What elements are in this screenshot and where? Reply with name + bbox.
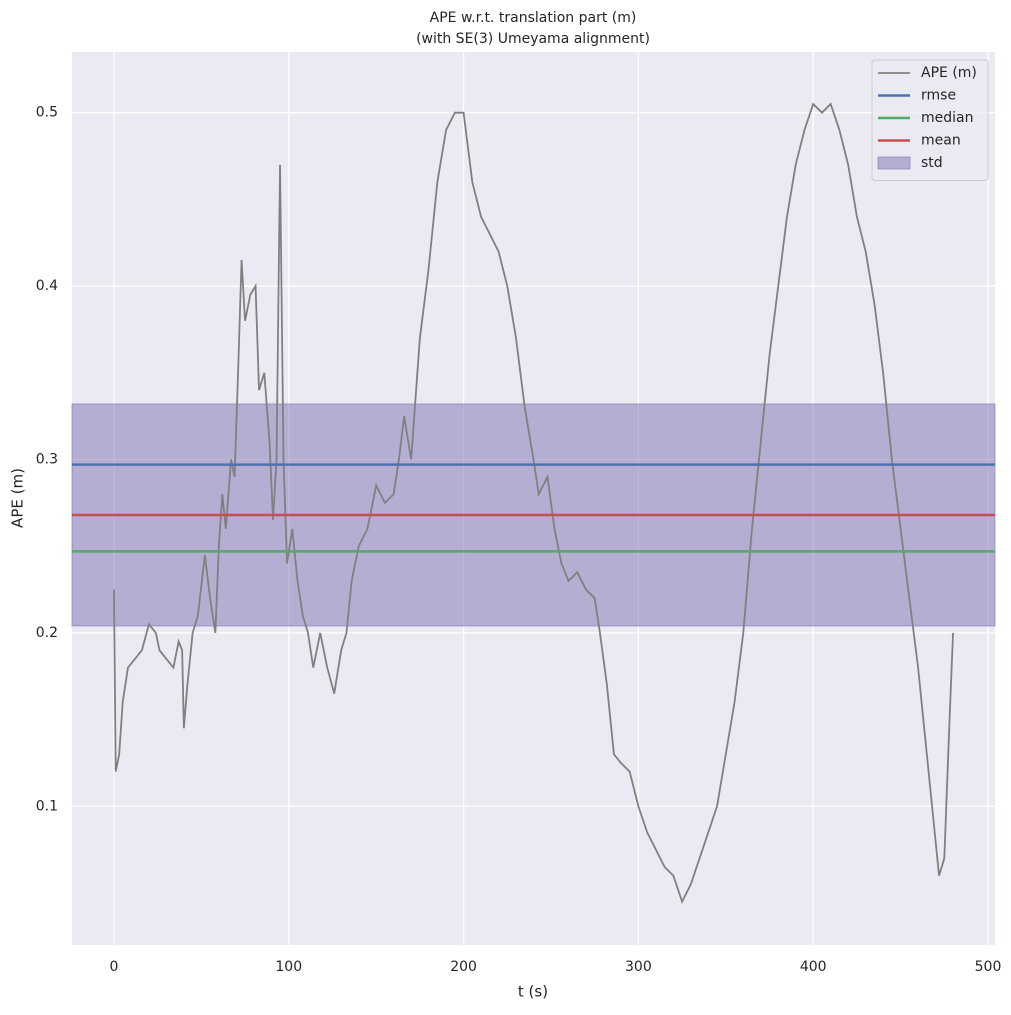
y-tick-label: 0.3 <box>36 451 58 467</box>
y-axis-label: APE (m) <box>9 468 27 528</box>
legend-label: rmse <box>921 88 956 104</box>
x-tick-label: 300 <box>625 959 652 975</box>
legend: APE (m) rmse median mean std <box>871 59 989 181</box>
legend-swatch <box>877 156 911 170</box>
legend-label: std <box>921 155 943 171</box>
chart-subtitle: (with SE(3) Umeyama alignment) <box>416 31 650 47</box>
y-tick-label: 0.4 <box>36 278 58 294</box>
legend-label: APE (m) <box>921 65 977 81</box>
marks <box>71 102 996 904</box>
y-tick-label: 0.2 <box>36 625 58 641</box>
x-tick-label: 500 <box>975 959 1002 975</box>
legend-label: mean <box>921 133 961 149</box>
legend-label: median <box>921 110 973 126</box>
y-tick-label: 0.5 <box>36 105 58 121</box>
x-tick-label: 0 <box>109 959 118 975</box>
ape-line <box>113 102 954 904</box>
x-tick-label: 200 <box>450 959 477 975</box>
y-tick-label: 0.1 <box>36 798 58 814</box>
x-tick-label: 100 <box>275 959 302 975</box>
chart-title: APE w.r.t. translation part (m) <box>430 10 637 26</box>
x-tick-label: 400 <box>800 959 827 975</box>
x-axis-label: t (s) <box>518 983 548 1001</box>
legend-box <box>871 59 989 181</box>
